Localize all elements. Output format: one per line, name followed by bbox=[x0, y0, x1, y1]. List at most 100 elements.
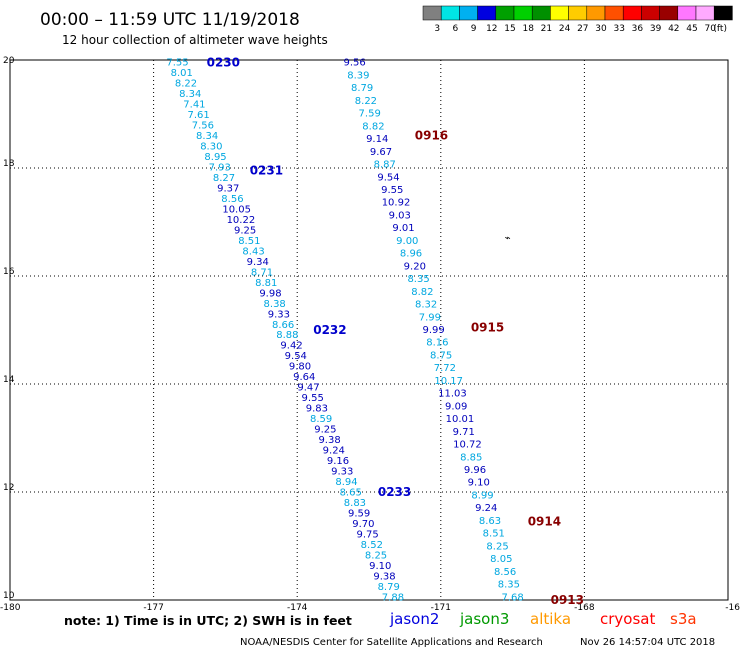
colorbar-swatch bbox=[477, 5, 497, 21]
colorbar-label: 27 bbox=[577, 24, 588, 34]
data-point-label: 7.61 bbox=[188, 110, 210, 121]
data-point-label: 9.71 bbox=[453, 427, 475, 438]
pass-time-label: 0913 bbox=[551, 593, 584, 607]
colorbar-swatch bbox=[713, 5, 733, 21]
data-point-label: 9.55 bbox=[302, 393, 324, 404]
data-point-label: 9.42 bbox=[280, 341, 302, 352]
legend-altika: altika bbox=[530, 610, 571, 628]
data-point-label: 8.39 bbox=[347, 70, 369, 81]
data-point-label: 8.16 bbox=[426, 338, 448, 349]
colorbar-label: 6 bbox=[453, 24, 459, 34]
data-point-label: 8.88 bbox=[276, 330, 298, 341]
x-tick-label: -174 bbox=[287, 603, 308, 613]
data-point-label: 10.17 bbox=[434, 376, 463, 387]
data-point-label: 9.56 bbox=[344, 58, 366, 69]
note-text: note: 1) Time is in UTC; 2) SWH is in fe… bbox=[64, 613, 352, 628]
data-point-label: 7.72 bbox=[434, 363, 456, 374]
colorbar-label: 24 bbox=[559, 24, 571, 34]
data-point-label: 9.24 bbox=[323, 446, 345, 457]
data-point-label: 9.38 bbox=[373, 571, 395, 582]
data-point-label: 9.80 bbox=[289, 362, 311, 373]
x-tick-label: -168 bbox=[574, 603, 595, 613]
colorbar-label: 15 bbox=[504, 24, 515, 34]
data-point-label: 8.05 bbox=[490, 554, 512, 565]
data-point-label: 8.71 bbox=[251, 267, 273, 278]
x-tick-label: -16 bbox=[725, 603, 740, 613]
data-point-label: 8.82 bbox=[411, 287, 433, 298]
pass-time-label: 0915 bbox=[471, 320, 504, 334]
data-point-label: 7.88 bbox=[382, 592, 404, 603]
data-point-label: 8.66 bbox=[272, 320, 294, 331]
data-point-label: 9.34 bbox=[247, 257, 269, 268]
data-point-label: 8.22 bbox=[355, 96, 377, 107]
data-point-label: 9.67 bbox=[370, 147, 392, 158]
data-point-label: 10.92 bbox=[382, 198, 411, 209]
data-point-label: 8.79 bbox=[378, 582, 400, 593]
data-point-label: 9.33 bbox=[268, 309, 290, 320]
y-tick-label: 18 bbox=[3, 159, 15, 169]
data-point-label: 8.32 bbox=[415, 300, 437, 311]
data-point-label: 9.75 bbox=[356, 529, 378, 540]
data-point-label: 8.65 bbox=[340, 487, 362, 498]
colorbar-label: 12 bbox=[486, 24, 497, 34]
data-point-label: 8.56 bbox=[494, 567, 516, 578]
colorbar-label: 36 bbox=[632, 24, 644, 34]
data-point-label: 9.14 bbox=[366, 134, 388, 145]
data-point-label: 8.51 bbox=[483, 529, 505, 540]
colorbar-label: 42 bbox=[668, 24, 679, 34]
y-tick-label: 16 bbox=[3, 267, 15, 277]
data-point-label: 9.55 bbox=[381, 185, 403, 196]
colorbar-swatch bbox=[622, 5, 642, 21]
data-point-label: 9.16 bbox=[327, 456, 349, 467]
pass-time-label: 0233 bbox=[378, 485, 411, 499]
colorbar-swatch bbox=[568, 5, 588, 21]
data-point-label: 8.63 bbox=[479, 516, 501, 527]
data-point-label: 9.54 bbox=[285, 351, 307, 362]
colorbar-label: 70 bbox=[704, 24, 716, 34]
plot-frame bbox=[9, 59, 729, 601]
data-point-label: 11.03 bbox=[438, 389, 467, 400]
data-point-label: 8.75 bbox=[430, 350, 452, 361]
data-point-label: 7.56 bbox=[192, 121, 214, 132]
data-point-label: 10.72 bbox=[453, 440, 482, 451]
data-point-label: 8.35 bbox=[407, 274, 429, 285]
data-point-label: 9.59 bbox=[348, 508, 370, 519]
data-point-label: 9.70 bbox=[352, 519, 374, 530]
pass-time-label: 0916 bbox=[415, 129, 448, 143]
chart-title: 00:00 – 11:59 UTC 11/19/2018 bbox=[40, 10, 300, 30]
data-point-label: 8.81 bbox=[255, 278, 277, 289]
data-point-label: 8.22 bbox=[175, 79, 197, 90]
data-point-label: 8.43 bbox=[242, 246, 264, 257]
data-point-label: 8.79 bbox=[351, 83, 373, 94]
data-point-label: 9.03 bbox=[389, 210, 411, 221]
pass-time-label: 0232 bbox=[313, 323, 346, 337]
data-point-label: 9.25 bbox=[234, 225, 256, 236]
data-point-label: 8.51 bbox=[238, 236, 260, 247]
colorbar-swatch bbox=[440, 5, 460, 21]
legend-s3a: s3a bbox=[670, 610, 697, 628]
timestamp-text: Nov 26 14:57:04 UTC 2018 bbox=[580, 637, 715, 648]
colorbar-label: 3 bbox=[434, 24, 440, 34]
colorbar-swatch bbox=[531, 5, 551, 21]
colorbar-label: 18 bbox=[522, 24, 534, 34]
colorbar-swatch bbox=[604, 5, 624, 21]
data-point-label: 8.83 bbox=[344, 498, 366, 509]
colorbar-label: 33 bbox=[613, 24, 624, 34]
data-point-label: 8.25 bbox=[365, 550, 387, 561]
data-point-label: 8.95 bbox=[204, 152, 226, 163]
colorbar-label: 39 bbox=[650, 24, 662, 34]
data-point-label: 9.33 bbox=[331, 467, 353, 478]
x-tick-label: -180 bbox=[0, 603, 21, 613]
credit-text: NOAA/NESDIS Center for Satellite Applica… bbox=[240, 637, 543, 648]
data-point-label: 8.82 bbox=[362, 121, 384, 132]
data-point-label: 8.99 bbox=[471, 490, 493, 501]
data-point-label: 7.41 bbox=[183, 100, 205, 111]
pass-time-label: 0231 bbox=[250, 164, 283, 178]
data-point-label: 9.96 bbox=[464, 465, 486, 476]
colorbar-swatch bbox=[677, 5, 697, 21]
data-point-label: 9.64 bbox=[293, 372, 315, 383]
data-point-label: 8.56 bbox=[221, 194, 243, 205]
pass-time-label: 0914 bbox=[528, 515, 561, 529]
data-point-label: 9.38 bbox=[318, 435, 340, 446]
